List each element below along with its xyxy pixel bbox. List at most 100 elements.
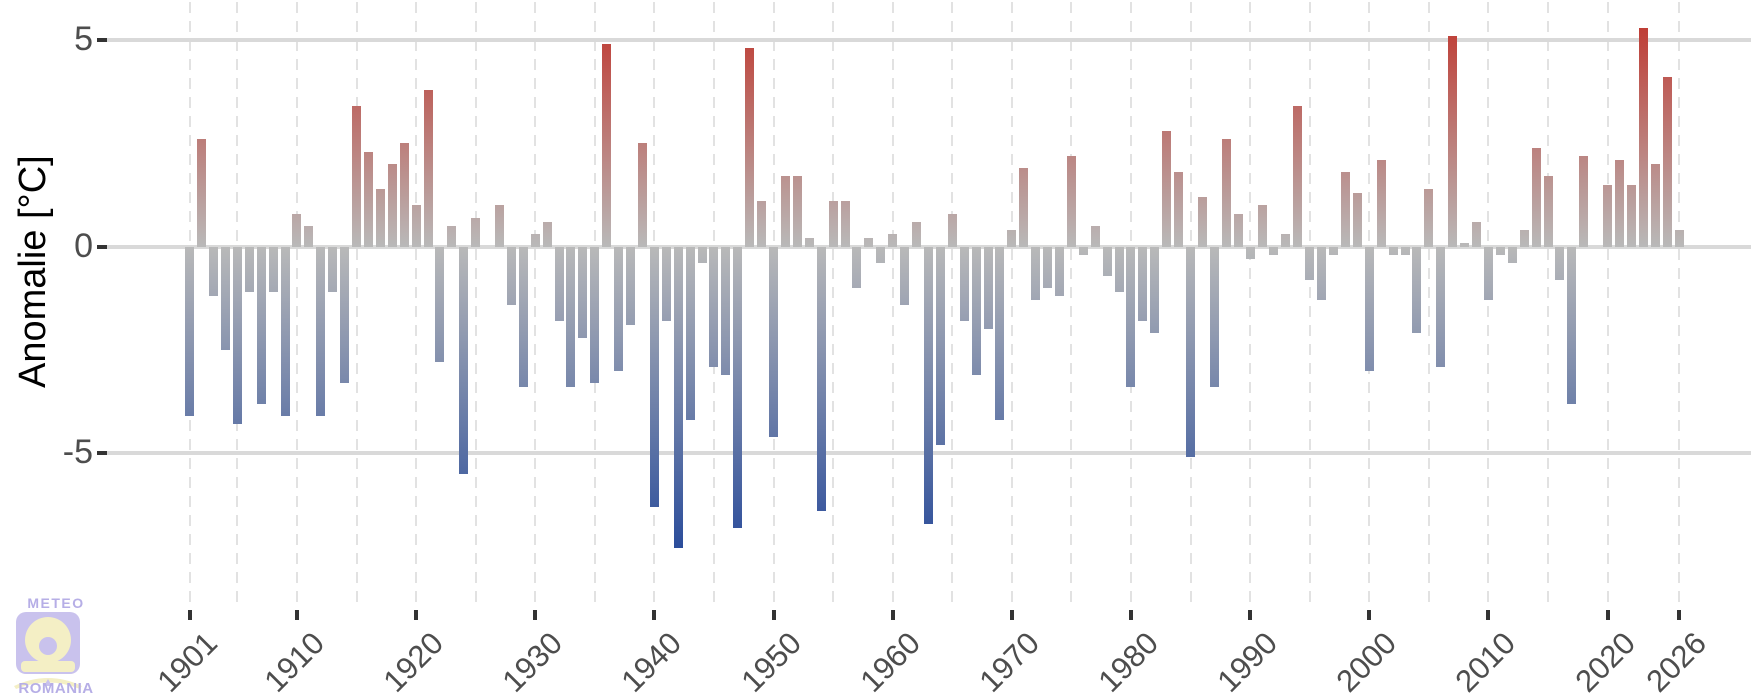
bar-1943 bbox=[685, 246, 695, 421]
logo-book-notch bbox=[44, 679, 52, 686]
bar-1928 bbox=[506, 246, 516, 305]
bar-1944 bbox=[697, 246, 707, 264]
bar-1974 bbox=[1054, 246, 1064, 297]
bar-1990 bbox=[1245, 246, 1255, 260]
bar-1922 bbox=[435, 246, 445, 363]
bar-1908 bbox=[268, 246, 278, 293]
x-tick-label: 1960 bbox=[853, 625, 927, 695]
x-tick-label: 1901 bbox=[150, 625, 224, 695]
bar-1955 bbox=[828, 201, 838, 247]
bar-2016 bbox=[1555, 246, 1565, 280]
bar-1966 bbox=[959, 246, 969, 322]
bar-1971 bbox=[1019, 168, 1029, 247]
x-tick-label: 1920 bbox=[376, 625, 451, 695]
x-tick-mark bbox=[652, 610, 657, 620]
bar-1996 bbox=[1317, 246, 1327, 301]
bar-1917 bbox=[375, 188, 385, 247]
x-tick-mark bbox=[1248, 610, 1253, 620]
bar-1982 bbox=[1150, 246, 1160, 334]
bar-1903 bbox=[209, 246, 219, 297]
bar-1925 bbox=[471, 217, 481, 247]
x-tick-mark bbox=[1009, 610, 1014, 620]
bar-1960 bbox=[888, 234, 898, 247]
bar-1991 bbox=[1257, 205, 1267, 247]
gridline-v bbox=[534, 2, 537, 607]
x-tick-mark bbox=[890, 610, 895, 620]
x-tick-label: 2020 bbox=[1568, 625, 1642, 695]
bar-2021 bbox=[1615, 159, 1624, 247]
bar-1975 bbox=[1066, 155, 1076, 247]
y-tick-mark bbox=[97, 244, 107, 249]
bar-2006 bbox=[1436, 246, 1446, 367]
bar-1978 bbox=[1102, 246, 1112, 276]
bar-1988 bbox=[1221, 139, 1231, 247]
bar-1959 bbox=[876, 246, 886, 264]
bar-1950 bbox=[769, 246, 779, 437]
bar-1919 bbox=[399, 143, 409, 247]
bar-1976 bbox=[1078, 246, 1088, 255]
bar-2017 bbox=[1567, 246, 1577, 404]
gridline-v bbox=[891, 2, 894, 607]
x-tick-mark bbox=[1128, 610, 1133, 620]
bar-1927 bbox=[494, 205, 504, 247]
gridline-v bbox=[1678, 2, 1681, 607]
gridline-v bbox=[1606, 2, 1609, 607]
bar-1940 bbox=[649, 246, 659, 508]
logo-text-meteo: METEO bbox=[27, 595, 84, 611]
bar-2023 bbox=[1638, 27, 1648, 247]
bar-2022 bbox=[1626, 184, 1636, 247]
bar-1942 bbox=[673, 246, 683, 549]
bar-1936 bbox=[602, 44, 612, 247]
bar-2007 bbox=[1448, 35, 1458, 247]
bar-2026 bbox=[1674, 230, 1684, 247]
bar-2000 bbox=[1364, 246, 1374, 371]
x-tick-label: 1950 bbox=[734, 625, 808, 695]
bar-1998 bbox=[1340, 172, 1350, 247]
bar-1914 bbox=[340, 246, 350, 384]
x-tick-mark bbox=[414, 610, 419, 620]
bar-1915 bbox=[352, 106, 361, 247]
bar-1912 bbox=[316, 246, 326, 417]
x-tick-mark bbox=[294, 610, 299, 620]
bar-1979 bbox=[1114, 246, 1124, 293]
bar-1934 bbox=[578, 246, 588, 338]
bar-1962 bbox=[912, 221, 921, 247]
bar-1953 bbox=[804, 238, 814, 247]
gridline-v bbox=[295, 2, 298, 607]
logo-book-icon bbox=[14, 678, 82, 689]
bar-2018 bbox=[1579, 155, 1589, 247]
bar-1932 bbox=[554, 246, 564, 322]
bar-2024 bbox=[1650, 164, 1660, 247]
x-tick-mark bbox=[1486, 610, 1491, 620]
bar-1989 bbox=[1233, 213, 1243, 247]
logo-sun-base bbox=[21, 661, 75, 672]
x-tick-mark bbox=[187, 610, 192, 620]
bar-1983 bbox=[1162, 130, 1172, 247]
bar-2015 bbox=[1543, 176, 1553, 247]
bar-1954 bbox=[816, 246, 826, 512]
bar-1937 bbox=[614, 246, 624, 371]
gridline-v bbox=[355, 2, 358, 607]
bar-1987 bbox=[1209, 246, 1219, 388]
bar-1951 bbox=[780, 176, 790, 247]
bar-2003 bbox=[1400, 246, 1410, 255]
gridline-v bbox=[415, 2, 418, 607]
bar-1911 bbox=[304, 226, 314, 247]
gridline-h bbox=[107, 38, 1751, 43]
bar-1993 bbox=[1281, 234, 1291, 247]
meteo-romania-logo: METEO ROMANIA bbox=[14, 595, 93, 694]
bar-1984 bbox=[1174, 172, 1184, 247]
y-tick-mark bbox=[97, 38, 107, 43]
bar-1909 bbox=[280, 246, 290, 417]
gridline-v bbox=[832, 2, 835, 607]
y-tick-label: 5 bbox=[74, 20, 93, 59]
bar-1929 bbox=[518, 246, 528, 388]
x-tick-mark bbox=[533, 610, 538, 620]
bar-2010 bbox=[1483, 246, 1493, 301]
bar-1961 bbox=[900, 246, 910, 305]
bar-1923 bbox=[447, 226, 457, 247]
bar-2020 bbox=[1603, 184, 1613, 247]
bar-1952 bbox=[792, 176, 802, 247]
bar-1973 bbox=[1043, 246, 1053, 289]
